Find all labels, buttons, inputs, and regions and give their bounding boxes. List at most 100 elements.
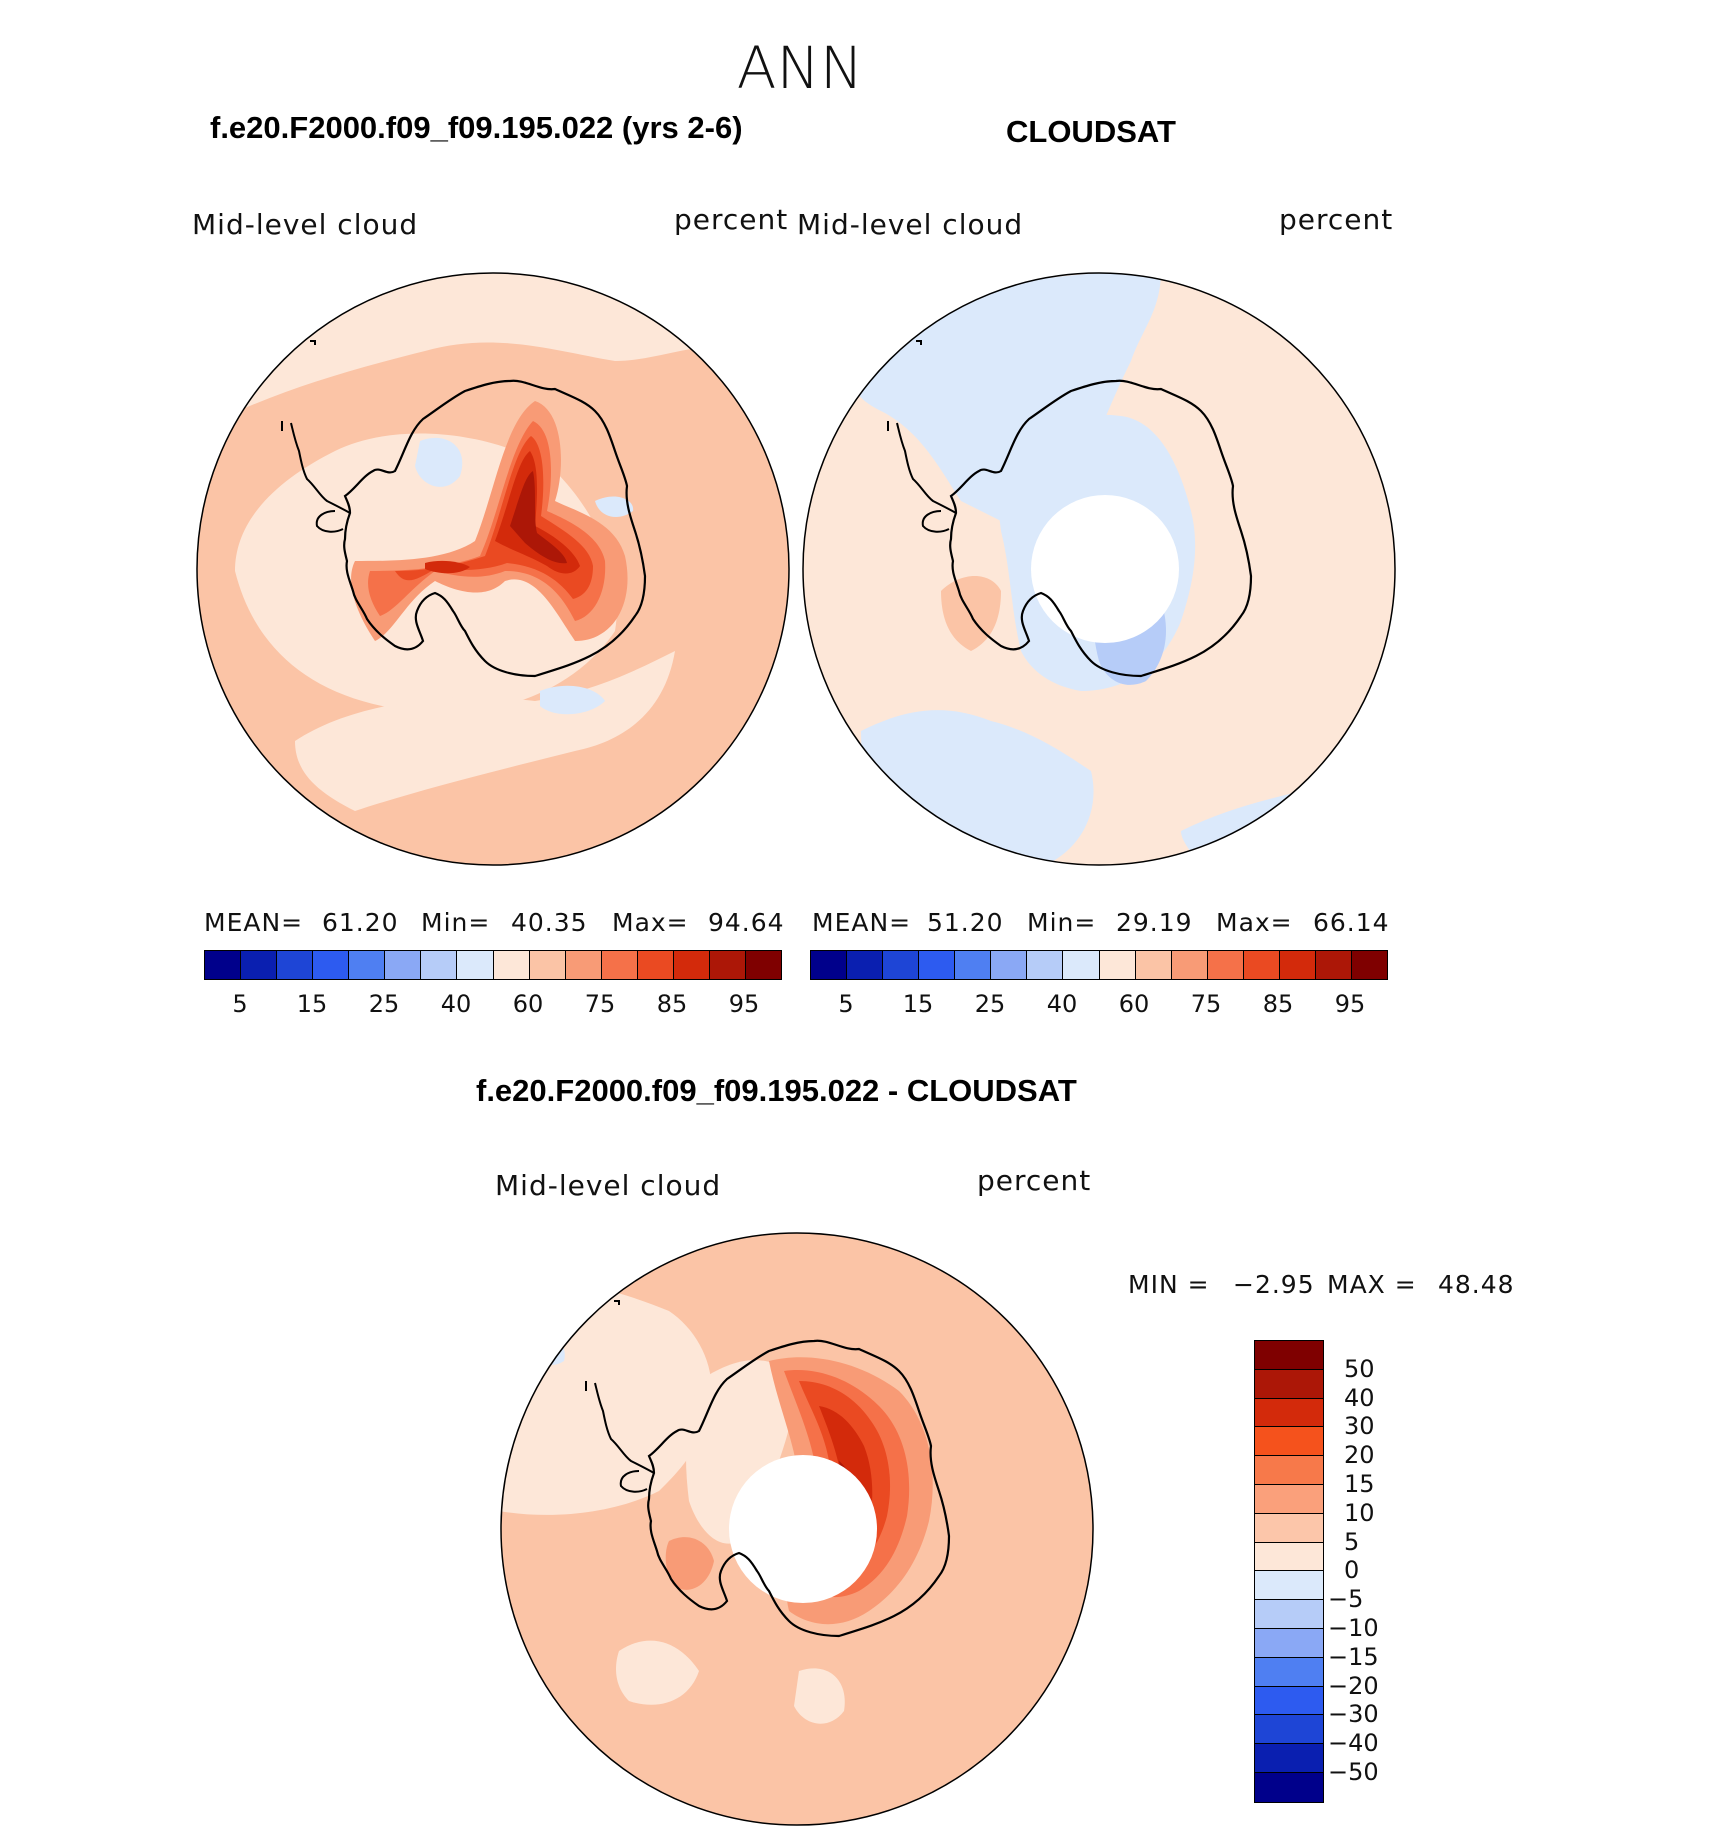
- colorbar-tick-label: 20: [1344, 1441, 1375, 1470]
- colorbar-swatch: [811, 951, 848, 979]
- colorbar-swatch: [637, 951, 674, 979]
- missing-data-hole: [729, 1455, 877, 1603]
- colorbar-tick-label: 5: [1344, 1527, 1360, 1556]
- colorbar-tick-label: 25: [368, 990, 400, 1018]
- colorbar-tick-label: 25: [974, 990, 1006, 1018]
- colorbar-tick-label: 40: [1046, 990, 1078, 1018]
- colorbar-swatch: [1255, 1600, 1323, 1629]
- diff-panel-title: f.e20.F2000.f09_f09.195.022 - CLOUDSAT: [476, 1073, 1077, 1108]
- region-cream-south1: [616, 1640, 699, 1705]
- colorbar-swatch: [421, 951, 458, 979]
- region-red-west: [665, 1537, 714, 1590]
- region-blue-ant1: [415, 437, 463, 487]
- colorbar-swatch: [313, 951, 350, 979]
- colorbar-tick-label: 15: [296, 990, 328, 1018]
- missing-data-hole: [1031, 495, 1179, 643]
- colorbar-tick-label: 85: [1262, 990, 1294, 1018]
- region-red4: [495, 451, 580, 574]
- colorbar-swatch: [1255, 1456, 1323, 1485]
- region-red5: [510, 471, 567, 564]
- left-max-value: 94.64: [708, 908, 785, 937]
- region-blue-nw2: [529, 1337, 565, 1365]
- right-min-value: 29.19: [1116, 908, 1193, 937]
- right-panel-title: CLOUDSAT: [1006, 114, 1176, 149]
- colorbar-tick-label: 50: [1344, 1354, 1375, 1383]
- colorbar-swatch: [529, 951, 566, 979]
- peninsula: [594, 1382, 655, 1474]
- colorbar-swatch: [457, 951, 494, 979]
- colorbar-swatch: [1255, 1571, 1323, 1601]
- colorbar-swatch: [1255, 1427, 1323, 1457]
- colorbar-swatch: [1171, 951, 1208, 979]
- colorbar-tick-label: 95: [1334, 990, 1366, 1018]
- ross-ice: [921, 510, 950, 533]
- colorbar-swatch: [919, 951, 956, 979]
- colorbar-swatch: [955, 951, 992, 979]
- diff-max-value: 48.48: [1438, 1270, 1515, 1299]
- colorbar-swatch: [1255, 1686, 1323, 1716]
- diff-colorbar: [1254, 1340, 1324, 1803]
- right-units-label: percent: [1279, 203, 1394, 236]
- ross-ice: [315, 510, 344, 533]
- right-mean-value: 51.20: [927, 908, 1004, 937]
- colorbar-swatch: [565, 951, 602, 979]
- colorbar-swatch: [1315, 951, 1352, 979]
- colorbar-tick-label: 60: [1118, 990, 1150, 1018]
- right-variable-label: Mid-level cloud: [797, 208, 1024, 241]
- colorbar-swatch: [349, 951, 386, 979]
- colorbar-swatch: [1255, 1542, 1323, 1572]
- left-min-value: 40.35: [511, 908, 588, 937]
- right-max-label: Max=: [1216, 908, 1293, 937]
- colorbar-tick-label: 30: [1344, 1412, 1375, 1441]
- diff-max-label: MAX =: [1327, 1270, 1417, 1299]
- region-blue-north: [851, 273, 1161, 531]
- colorbar-swatch: [1099, 951, 1136, 979]
- ross-ice: [619, 1470, 648, 1493]
- left-min-label: Min=: [421, 908, 491, 937]
- colorbar-swatch: [385, 951, 422, 979]
- region-cream-center: [686, 1360, 794, 1544]
- diff-variable-label: Mid-level cloud: [495, 1169, 722, 1202]
- colorbar-tick-label: 5: [232, 990, 248, 1018]
- colorbar-swatch: [1027, 951, 1064, 979]
- colorbar-swatch: [991, 951, 1028, 979]
- small-island1: [310, 340, 316, 345]
- colorbar-swatch: [1255, 1484, 1323, 1514]
- colorbar-swatch: [1255, 1628, 1323, 1658]
- small-island1: [916, 340, 922, 345]
- left-variable-label: Mid-level cloud: [192, 208, 419, 241]
- colorbar-swatch: [709, 951, 746, 979]
- colorbar-tick-label: 5: [838, 990, 854, 1018]
- region-blue-ant2: [595, 496, 634, 517]
- coastline: [343, 379, 647, 678]
- colorbar-swatch: [1255, 1772, 1323, 1802]
- right-colorbar: [810, 950, 1388, 980]
- colorbar-tick-label: 10: [1344, 1498, 1375, 1527]
- colorbar-swatch: [1255, 1513, 1323, 1543]
- colorbar-swatch: [1207, 951, 1244, 979]
- region-blue-south: [540, 685, 605, 715]
- colorbar-tick-label: −50: [1328, 1758, 1379, 1786]
- colorbar-swatch: [1135, 951, 1172, 979]
- colorbar-swatch: [1255, 1744, 1323, 1773]
- left-mean-value: 61.20: [322, 908, 399, 937]
- colorbar-swatch: [1243, 951, 1280, 979]
- right-max-value: 66.14: [1313, 908, 1390, 937]
- left-mean-label: MEAN=: [204, 908, 304, 937]
- diff-min-value: −2.95: [1233, 1270, 1315, 1299]
- colorbar-tick-label: −10: [1328, 1614, 1379, 1642]
- colorbar-tick-label: 85: [656, 990, 688, 1018]
- coastline: [647, 1339, 951, 1638]
- colorbar-swatch: [745, 951, 781, 979]
- colorbar-tick-label: 40: [440, 990, 472, 1018]
- region-red6: [425, 560, 470, 574]
- peninsula: [290, 422, 351, 514]
- region-cream-south2: [794, 1668, 845, 1724]
- colorbar-swatch: [1255, 1398, 1323, 1428]
- colorbar-tick-label: −40: [1328, 1729, 1379, 1758]
- colorbar-swatch: [205, 951, 242, 979]
- coastline: [949, 379, 1253, 678]
- colorbar-tick-label: −5: [1328, 1585, 1364, 1614]
- colorbar-tick-label: −30: [1328, 1700, 1379, 1729]
- colorbar-tick-label: 15: [902, 990, 934, 1018]
